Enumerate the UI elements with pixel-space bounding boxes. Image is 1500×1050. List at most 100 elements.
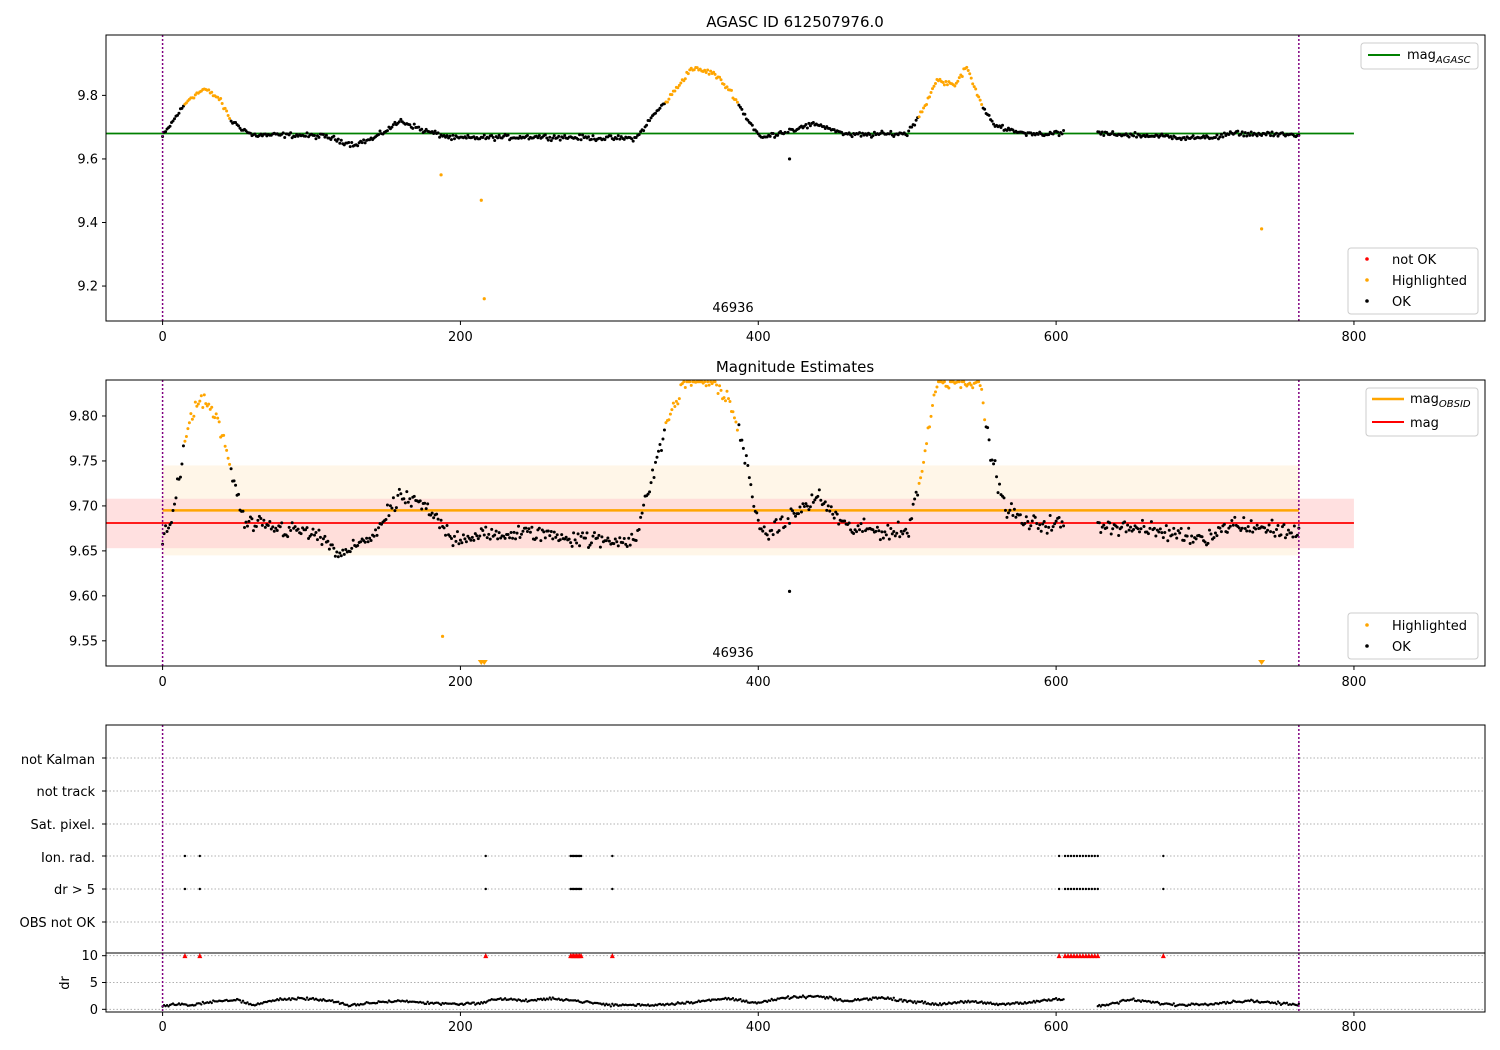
- point-602: [1057, 134, 1061, 138]
- point-69: [263, 525, 267, 529]
- dr-point-499: [904, 999, 907, 1002]
- flag-point-3-612: [1072, 854, 1076, 858]
- point-44: [226, 114, 230, 118]
- point-434: [807, 121, 811, 125]
- point-743: [1267, 523, 1271, 527]
- point-247: [528, 530, 532, 534]
- point-385: [734, 98, 738, 102]
- point-354: [688, 380, 692, 384]
- point-43: [225, 109, 229, 113]
- point-448: [828, 509, 832, 513]
- point-681: [1175, 536, 1179, 540]
- point-253: [537, 526, 541, 530]
- agasc-marker-legend: not OK Highlighted OK: [1347, 247, 1479, 315]
- point-323: [642, 503, 646, 507]
- point-581: [1026, 519, 1030, 523]
- point-65: [257, 514, 261, 518]
- point-374: [718, 384, 722, 388]
- point-252: [536, 136, 540, 140]
- svg-text:magAGASC: magAGASC: [1407, 48, 1471, 66]
- point-167: [409, 504, 413, 508]
- point-656: [1138, 530, 1142, 534]
- point-707: [1213, 531, 1217, 535]
- point-80: [280, 521, 284, 525]
- point-49: [234, 483, 238, 487]
- point-194: [449, 537, 453, 541]
- point-204: [464, 136, 468, 140]
- point-464: [852, 531, 856, 535]
- point-730: [1248, 133, 1252, 137]
- point-38: [217, 420, 221, 424]
- point-598: [1051, 132, 1055, 136]
- point-416: [780, 515, 784, 519]
- point-384: [732, 416, 736, 420]
- dr-point-320: [637, 1002, 641, 1006]
- flag-point-3-606: [1063, 854, 1067, 858]
- point-222: [491, 136, 495, 140]
- point-230: [503, 536, 507, 540]
- point-337: [662, 428, 666, 432]
- point-366: [706, 68, 710, 72]
- point-120: [339, 138, 343, 142]
- point-342: [670, 93, 674, 97]
- dr-point-669: [1157, 1001, 1161, 1005]
- point-519: [933, 82, 937, 86]
- plot-content: [106, 65, 1354, 301]
- dr-point-57: [246, 1001, 249, 1004]
- dr-point-541: [967, 999, 970, 1002]
- point-427: [796, 512, 800, 516]
- point-551: [981, 401, 985, 405]
- point-744: [1269, 134, 1273, 138]
- point-309: [621, 541, 625, 545]
- point-91: [296, 527, 300, 531]
- point-396: [750, 495, 754, 499]
- point-311: [624, 542, 628, 546]
- dr-point-540: [965, 1001, 968, 1004]
- dr-point-351: [684, 1002, 687, 1005]
- point-392: [744, 454, 748, 458]
- point-248: [530, 525, 534, 529]
- point-22: [193, 400, 197, 404]
- point-378: [724, 399, 728, 403]
- point-471: [862, 517, 866, 521]
- point-429: [799, 510, 803, 514]
- flag-point-3-610: [1069, 854, 1073, 858]
- point-366: [706, 380, 710, 384]
- dr-saturated-672: [1160, 953, 1166, 959]
- point-86: [289, 131, 293, 135]
- point-713: [1222, 522, 1226, 526]
- point-501: [907, 534, 911, 538]
- point-275: [570, 544, 574, 548]
- point-604: [1060, 132, 1064, 136]
- dr-point-560: [995, 1002, 998, 1005]
- point-689: [1187, 526, 1191, 530]
- point-93: [299, 532, 303, 536]
- point-316: [631, 139, 635, 143]
- point-484: [881, 536, 885, 540]
- point-264: [554, 535, 558, 539]
- point-183: [433, 129, 437, 133]
- dr-point-497: [901, 1000, 904, 1003]
- point-559: [993, 459, 997, 463]
- point-415: [779, 517, 783, 521]
- point-20: [190, 417, 194, 421]
- point-593: [1044, 525, 1048, 529]
- dr-point-496: [900, 998, 903, 1001]
- point-499: [904, 527, 908, 531]
- magnitude-estimates-panel: Magnitude Estimates 9.55 9.60 9.65 9.70 9.75…: [69, 358, 1486, 690]
- point-340: [667, 418, 671, 422]
- point-288: [589, 137, 593, 141]
- point-657: [1139, 527, 1143, 531]
- flag-label-sat-pixel: Sat. pixel.: [31, 818, 95, 833]
- point-550: [980, 387, 984, 391]
- point-414: [777, 529, 781, 533]
- point-409: [770, 528, 774, 532]
- point-454: [837, 522, 841, 526]
- flag-point-4-612: [1072, 887, 1076, 891]
- legend-label-mag-obsid: mag: [1410, 392, 1439, 407]
- point-200: [458, 538, 462, 542]
- point-199: [457, 542, 461, 546]
- ytick-label-5: 9.80: [69, 409, 98, 424]
- point-3: [165, 529, 169, 533]
- dr-point-300: [608, 1003, 611, 1006]
